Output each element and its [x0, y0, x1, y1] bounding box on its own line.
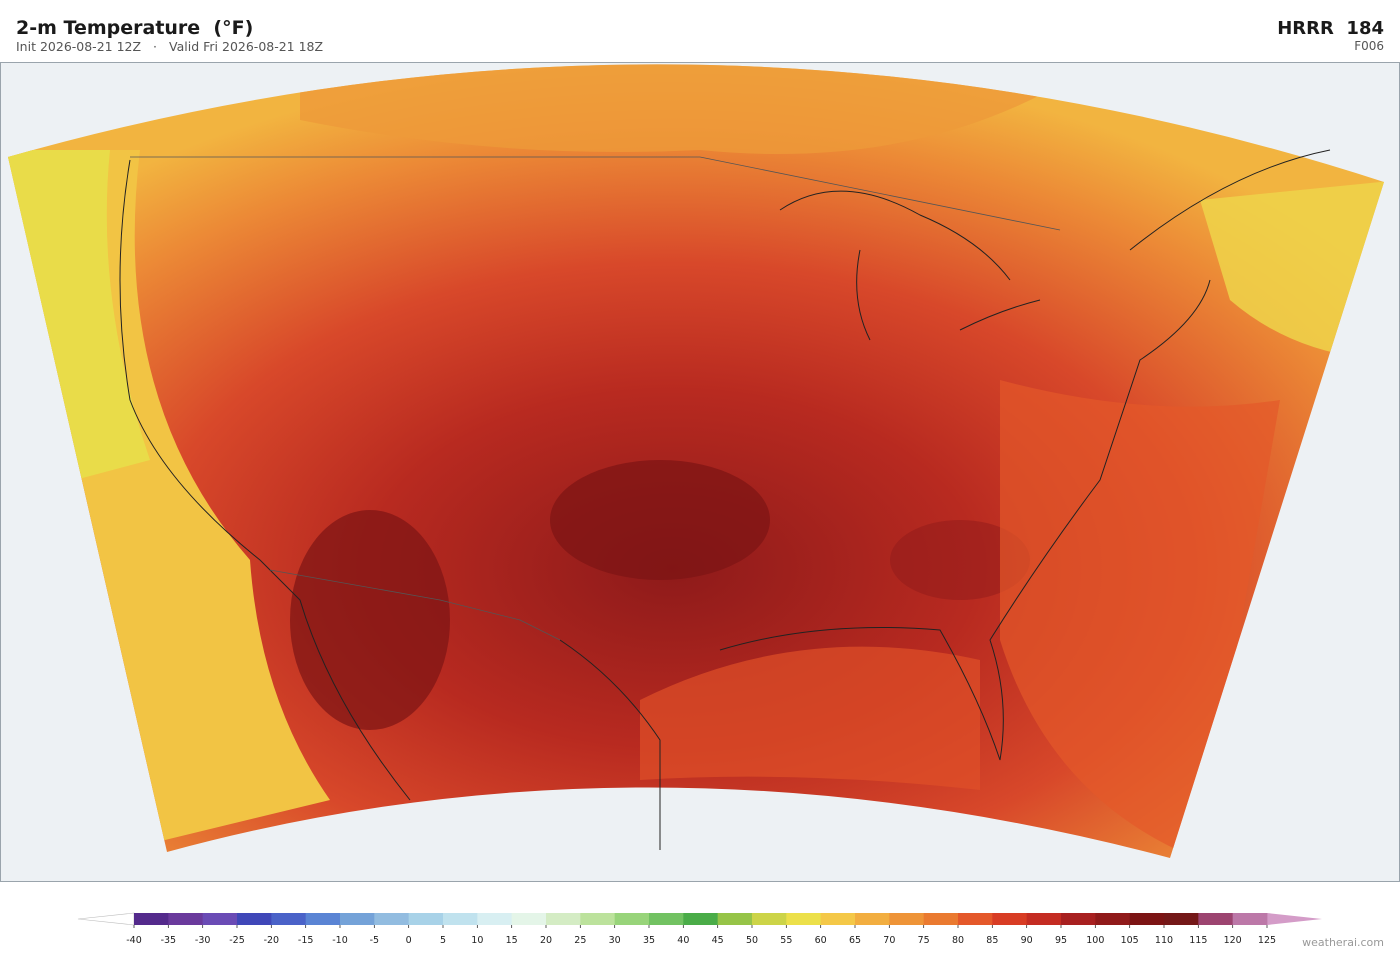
title: 2-m Temperature (°F)	[16, 17, 253, 39]
colorbar-swatch	[546, 913, 581, 925]
colorbar-over	[1267, 913, 1322, 925]
colorbar-tick-label: 95	[1055, 935, 1067, 946]
colorbar-swatch	[786, 913, 822, 925]
colorbar-tick-label: 80	[952, 935, 964, 946]
colorbar-swatch	[1232, 913, 1268, 925]
map	[0, 62, 1400, 882]
colorbar-swatch	[717, 913, 753, 925]
colorbar-swatch	[649, 913, 684, 925]
colorbar-tick-label: 60	[815, 935, 827, 946]
west-coast	[119, 159, 411, 801]
colorbar-tick-label: 120	[1224, 935, 1242, 946]
colorbar-swatch	[992, 913, 1028, 925]
colorbar-swatch	[477, 913, 513, 925]
hot-plains	[550, 460, 770, 580]
colorbar-swatch	[271, 913, 307, 925]
colorbar-tick-label: -15	[298, 935, 314, 946]
colorbar-tick-label: -40	[126, 935, 142, 946]
colorbar-tick-label: 30	[609, 935, 621, 946]
colorbar-swatch	[855, 913, 890, 925]
colorbar-tick-label: 10	[471, 935, 483, 946]
colorbar-tick-label: 50	[746, 935, 758, 946]
st-lawrence	[1129, 149, 1331, 251]
colorbar-swatch	[958, 913, 993, 925]
colorbar-swatch	[134, 913, 169, 925]
colorbar-tick-label: -5	[370, 935, 379, 946]
colorbar-tick-label: 90	[1021, 935, 1033, 946]
colorbar-tick-label: 125	[1258, 935, 1276, 946]
colorbar: -40 -35 -30 -25 -20 -15 -10 -5 0 5 10 15 20 25 30 35 40 4…	[77, 912, 1322, 946]
border-mexico	[269, 569, 561, 641]
colorbar-tick-label: 65	[849, 935, 861, 946]
colorbar-swatch	[340, 913, 375, 925]
colorbar-swatch	[614, 913, 650, 925]
colorbar-swatch	[443, 913, 478, 925]
colorbar-swatch	[889, 913, 925, 925]
east-coast	[719, 279, 1211, 761]
colorbar-tick-label: 115	[1189, 935, 1207, 946]
init-time: Init 2026-08-21 12Z	[16, 39, 141, 54]
valid-time: Valid Fri 2026-08-21 18Z	[169, 39, 323, 54]
colorbar-tick-label: 20	[540, 935, 552, 946]
colorbar-swatch	[408, 913, 444, 925]
colorbar-tick-label: -20	[264, 935, 280, 946]
canada-warm	[300, 64, 1050, 154]
colorbar-swatch	[1198, 913, 1234, 925]
model-name: HRRR 184	[1277, 18, 1384, 39]
colorbar-swatch	[820, 913, 856, 925]
colorbar-swatch	[305, 913, 341, 925]
colorbar-tick-label: 0	[406, 935, 412, 946]
colorbar-tick-label: 35	[643, 935, 655, 946]
colorbar-tick-label: 105	[1121, 935, 1139, 946]
separator: ·	[153, 39, 157, 54]
colorbar-swatch	[202, 913, 238, 925]
colorbar-swatch	[923, 913, 959, 925]
colorbar-swatch	[1026, 913, 1062, 925]
colorbar-swatch	[1095, 913, 1131, 925]
boundaries	[119, 149, 1331, 850]
colorbar-under	[77, 912, 135, 926]
border-canada	[130, 156, 1061, 231]
colorbar-tick-label: 5	[440, 935, 446, 946]
colorbar-tick-label: -30	[195, 935, 211, 946]
colorbar-tick-label: 45	[712, 935, 724, 946]
colorbar-tick-label: 15	[506, 935, 518, 946]
colorbar-swatch	[374, 913, 410, 925]
colorbar-tick-label: -25	[229, 935, 245, 946]
colorbar-tick-label: 40	[677, 935, 689, 946]
credit: weatherai.com	[1302, 936, 1384, 949]
colorbar-tick-label: 25	[574, 935, 586, 946]
hot-desert	[290, 510, 450, 730]
colorbar-swatch	[1129, 913, 1165, 925]
colorbar-tick-label: 55	[780, 935, 792, 946]
hot-southeast	[890, 520, 1030, 600]
great-lakes	[779, 190, 1041, 341]
colorbar-tick-label: 110	[1155, 935, 1173, 946]
colorbar-swatch	[683, 913, 719, 925]
colorbar-tick-label: 70	[883, 935, 895, 946]
colorbar-tick-label: 85	[986, 935, 998, 946]
subtitle: Init 2026-08-21 12Z · Valid Fri 2026-08-21…	[16, 39, 323, 54]
colorbar-swatch	[168, 913, 204, 925]
colorbar-swatch	[752, 913, 787, 925]
colorbar-swatch	[237, 913, 272, 925]
colorbar-tick-label: -10	[332, 935, 348, 946]
texas-coast	[559, 639, 661, 850]
gulf-warm	[640, 646, 980, 790]
colorbar-tick-label: -35	[161, 935, 177, 946]
colorbar-swatch	[1164, 913, 1199, 925]
colorbar-tick-label: 100	[1086, 935, 1104, 946]
forecast-hour: F006	[1354, 39, 1384, 53]
colorbar-swatch	[1061, 913, 1096, 925]
colorbar-tick-label: 75	[918, 935, 930, 946]
temperature-field	[8, 64, 1384, 859]
colorbar-swatch	[580, 913, 616, 925]
colorbar-swatch	[511, 913, 547, 925]
